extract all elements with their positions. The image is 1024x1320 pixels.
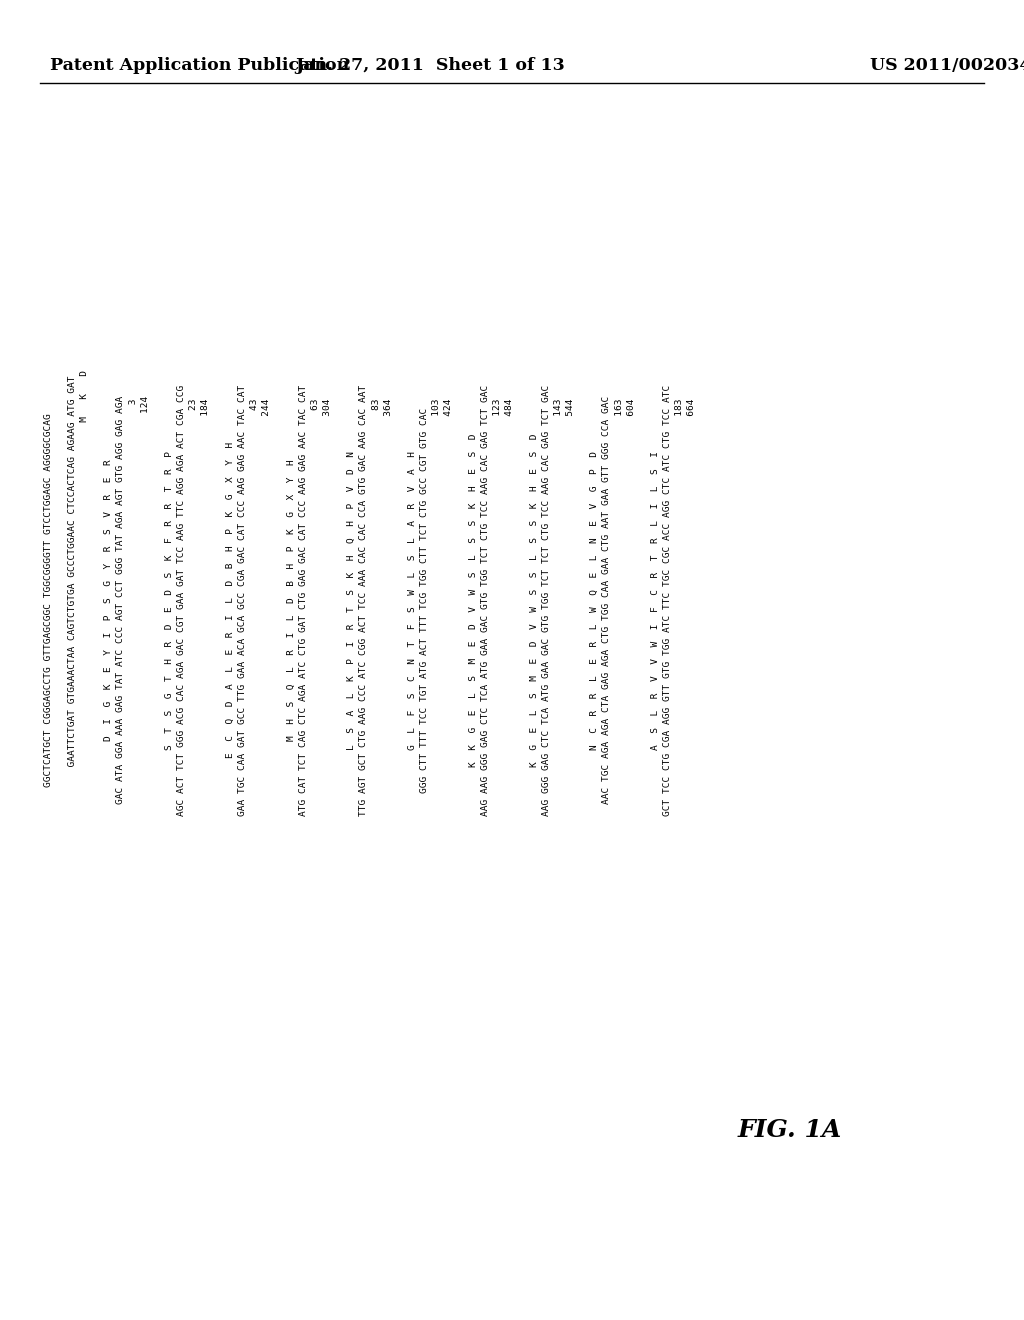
Text: FIG. 1A: FIG. 1A xyxy=(738,1118,842,1142)
Text: GGCTCATGCT CGGGAGCCTG GTTGAGCGGC TGGCGGGGTT GTCCTGGAGC AGGGGCGCAG

          GAA: GGCTCATGCT CGGGAGCCTG GTTGAGCGGC TGGCGGG… xyxy=(44,370,696,830)
Text: Jan. 27, 2011  Sheet 1 of 13: Jan. 27, 2011 Sheet 1 of 13 xyxy=(295,57,565,74)
Text: US 2011/0020341 A1: US 2011/0020341 A1 xyxy=(870,57,1024,74)
Text: Patent Application Publication: Patent Application Publication xyxy=(50,57,349,74)
